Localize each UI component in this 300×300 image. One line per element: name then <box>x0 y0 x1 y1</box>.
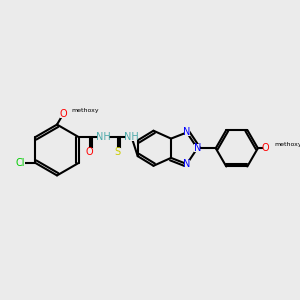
Text: NH: NH <box>124 132 139 142</box>
FancyBboxPatch shape <box>15 159 25 167</box>
FancyBboxPatch shape <box>184 128 190 136</box>
Text: S: S <box>115 147 121 157</box>
FancyBboxPatch shape <box>184 160 190 168</box>
Text: N: N <box>194 143 201 153</box>
Text: N: N <box>183 128 190 137</box>
FancyBboxPatch shape <box>60 110 66 118</box>
FancyBboxPatch shape <box>126 133 137 141</box>
FancyBboxPatch shape <box>115 148 121 156</box>
FancyBboxPatch shape <box>98 133 109 141</box>
Text: methoxy: methoxy <box>71 108 99 113</box>
Text: O: O <box>262 143 270 153</box>
FancyBboxPatch shape <box>263 144 269 152</box>
Text: N: N <box>183 159 190 169</box>
Text: methoxy: methoxy <box>274 142 300 147</box>
FancyBboxPatch shape <box>86 148 93 156</box>
FancyBboxPatch shape <box>194 144 200 152</box>
Text: O: O <box>86 147 93 157</box>
Text: NH: NH <box>96 132 111 142</box>
Text: Cl: Cl <box>15 158 25 168</box>
Text: O: O <box>59 109 67 119</box>
